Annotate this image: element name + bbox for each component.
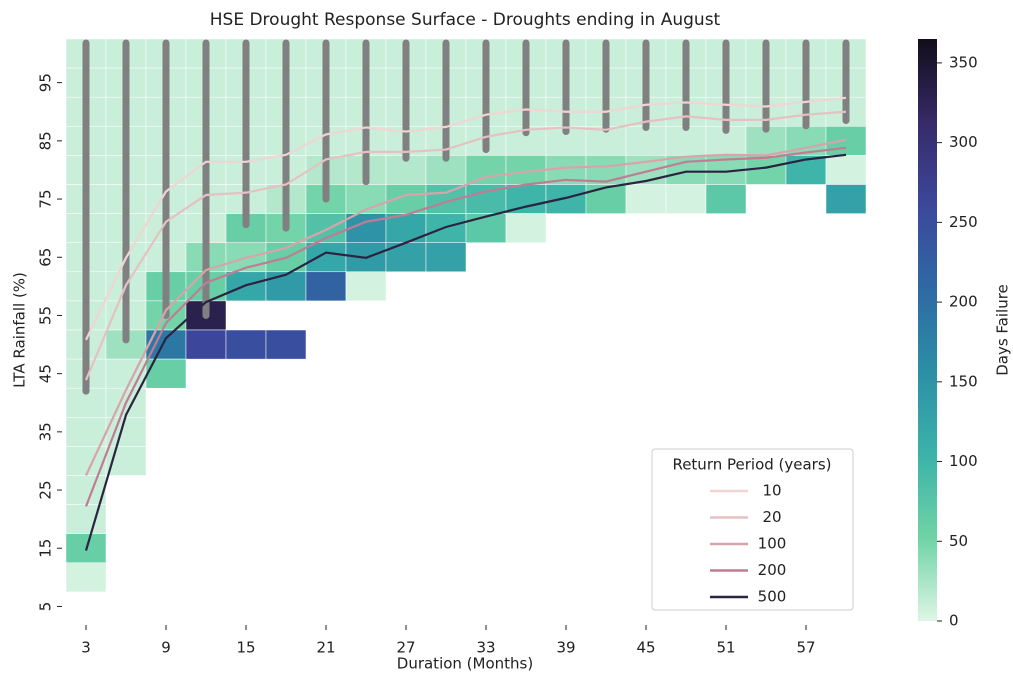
legend-label: 200: [758, 561, 787, 579]
heatmap-cell: [665, 126, 707, 156]
return-period-line: [85, 96, 847, 341]
legend-box: [651, 448, 854, 611]
heatmap-cell: [65, 417, 107, 447]
colorbar-tick-label: 50: [949, 532, 968, 550]
heatmap-cell: [65, 504, 107, 534]
heatmap-cell: [505, 184, 547, 214]
heatmap-cell: [825, 155, 867, 185]
x-tick-label: 33: [476, 639, 495, 657]
heatmap-cell: [625, 184, 667, 214]
heatmap-cell: [305, 242, 347, 273]
colorbar-label: Days Failure: [994, 284, 1012, 376]
y-tick-label: 55: [37, 306, 55, 325]
x-tick-label: 57: [796, 639, 815, 657]
heatmap-cell: [265, 271, 307, 302]
return-period-line: [84, 146, 847, 507]
heatmap-cell: [665, 184, 707, 214]
x-tick-label: 27: [396, 639, 415, 657]
heatmap-cell: [625, 126, 667, 156]
x-tick-label: 3: [81, 639, 91, 657]
colorbar-tick-label: 100: [949, 452, 978, 470]
legend-label: 500: [758, 588, 787, 606]
legend-label: 10: [762, 482, 781, 500]
x-tick-label: 39: [556, 639, 575, 657]
heatmap-cell: [825, 126, 867, 156]
legend-title: Return Period (years): [672, 456, 831, 474]
y-axis-label: LTA Rainfall (%): [11, 272, 29, 388]
y-tick-label: 65: [37, 248, 55, 267]
heatmap-cell: [345, 271, 387, 302]
x-axis-label: Duration (Months): [397, 655, 533, 673]
legend-label: 100: [758, 535, 787, 553]
colorbar-tick-label: 300: [949, 133, 978, 151]
return-period-line: [84, 110, 847, 381]
heatmap-cell: [105, 417, 147, 447]
y-tick-label: 95: [37, 73, 55, 92]
y-tick-label: 35: [37, 422, 55, 441]
return-period-line: [85, 138, 847, 476]
heatmap-cell: [545, 184, 587, 214]
heatmap-cell: [225, 329, 267, 360]
y-tick-label: 75: [37, 190, 55, 209]
heatmap-cell: [465, 213, 507, 243]
colorbar-tick-label: 150: [949, 372, 978, 390]
colorbar-tick-label: 0: [949, 612, 959, 630]
y-tick-label: 5: [37, 602, 55, 612]
heatmap-cell: [145, 329, 187, 360]
heatmap-cell: [505, 213, 547, 243]
heatmap-cell: [265, 329, 307, 360]
heatmap-cell: [825, 184, 867, 214]
y-tick-label: 25: [37, 481, 55, 500]
heatmap-cell: [65, 475, 107, 505]
y-tick-label: 85: [37, 131, 55, 150]
heatmap-cell: [185, 329, 227, 360]
x-tick-label: 21: [316, 639, 335, 657]
x-tick-label: 15: [236, 639, 255, 657]
x-tick-label: 9: [161, 639, 171, 657]
heatmap-cell: [305, 271, 347, 302]
return-period-line: [84, 153, 847, 551]
heatmap-cell: [585, 184, 627, 214]
legend-label: 20: [762, 508, 781, 526]
heatmap-cell: [65, 562, 107, 593]
colorbar-tick-label: 200: [949, 293, 978, 311]
x-tick-label: 51: [716, 639, 735, 657]
chart-title: HSE Drought Response Surface - Droughts …: [210, 10, 721, 30]
heatmap-cell: [705, 184, 747, 214]
heatmap-cell: [665, 155, 707, 185]
heatmap-cell: [465, 155, 507, 185]
heatmap-cell: [425, 242, 467, 273]
colorbar-tick-label: 350: [949, 53, 978, 71]
colorbar: [918, 39, 937, 621]
heatmap-cell: [585, 155, 627, 185]
x-tick-label: 45: [636, 639, 655, 657]
colorbar-tick-label: 250: [949, 213, 978, 231]
y-tick-label: 15: [37, 539, 55, 558]
y-tick-label: 45: [37, 364, 55, 383]
